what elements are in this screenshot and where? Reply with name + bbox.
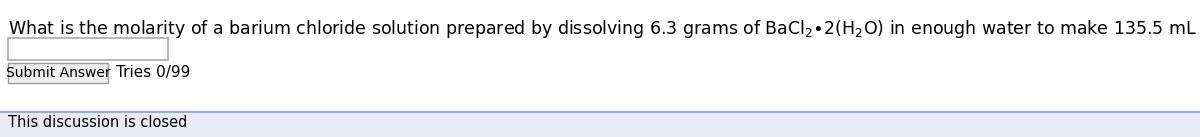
Text: This discussion is closed: This discussion is closed	[8, 115, 187, 130]
Bar	[8, 63, 108, 83]
Text: Tries 0/99: Tries 0/99	[116, 65, 191, 81]
Text: What is the molarity of a barium chloride solution prepared by dissolving 6.3 gr: What is the molarity of a barium chlorid…	[8, 18, 1200, 40]
Bar	[8, 38, 168, 60]
Text: Submit Answer: Submit Answer	[6, 66, 110, 80]
Bar	[0, 112, 1200, 137]
